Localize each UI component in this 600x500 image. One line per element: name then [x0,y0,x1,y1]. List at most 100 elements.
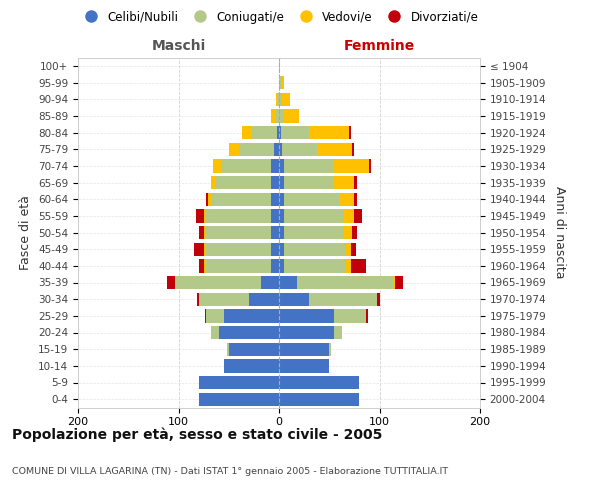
Bar [167,276,175,289]
Bar [279,59,280,72]
Y-axis label: Anni di nascita: Anni di nascita [553,186,566,279]
Bar [279,109,284,122]
Bar [271,159,279,172]
Bar [199,392,279,406]
Bar [239,142,274,156]
Bar [340,192,355,206]
Bar [211,192,271,206]
Bar [206,309,224,322]
Bar [274,142,279,156]
Bar [203,209,206,222]
Bar [261,276,279,289]
Text: Maschi: Maschi [151,38,206,52]
Bar [196,209,203,222]
Bar [224,309,279,322]
Bar [377,292,380,306]
Bar [279,226,284,239]
Bar [271,109,276,122]
Bar [279,359,329,372]
Bar [284,226,344,239]
Bar [277,126,279,139]
Bar [279,209,284,222]
Bar [279,276,297,289]
Bar [221,159,271,172]
Bar [218,326,279,339]
Bar [276,92,278,106]
Text: COMUNE DI VILLA LAGARINA (TN) - Dati ISTAT 1° gennaio 2005 - Elaborazione TUTTIT: COMUNE DI VILLA LAGARINA (TN) - Dati IST… [12,468,448,476]
Bar [334,309,367,322]
Bar [279,242,284,256]
Text: Popolazione per età, sesso e stato civile - 2005: Popolazione per età, sesso e stato civil… [12,428,382,442]
Bar [271,209,279,222]
Bar [227,342,229,356]
Bar [279,326,334,339]
Bar [215,176,271,189]
Bar [279,126,281,139]
Bar [370,159,371,172]
Bar [284,192,340,206]
Bar [281,126,309,139]
Bar [271,176,279,189]
Bar [395,276,403,289]
Bar [212,159,221,172]
Bar [349,126,352,139]
Bar [278,92,279,106]
Bar [208,192,211,206]
Bar [203,226,206,239]
Bar [279,159,284,172]
Bar [284,242,346,256]
Bar [279,342,329,356]
Bar [309,126,349,139]
Y-axis label: Fasce di età: Fasce di età [19,195,32,270]
Bar [203,242,206,256]
Bar [271,192,279,206]
Bar [279,76,281,89]
Bar [199,259,203,272]
Bar [352,142,355,156]
Bar [279,376,359,389]
Bar [271,242,279,256]
Bar [284,176,334,189]
Bar [334,176,355,189]
Bar [279,176,284,189]
Bar [282,142,317,156]
Bar [199,292,249,306]
Bar [355,209,362,222]
Bar [352,226,358,239]
Bar [329,342,331,356]
Bar [199,376,279,389]
Bar [317,142,352,156]
Bar [279,309,334,322]
Bar [279,392,359,406]
Bar [352,259,367,272]
Bar [344,209,355,222]
Bar [355,176,358,189]
Bar [206,242,271,256]
Bar [271,226,279,239]
Bar [352,242,356,256]
Bar [309,292,377,306]
Bar [203,259,206,272]
Bar [205,309,206,322]
Bar [284,209,344,222]
Bar [284,109,299,122]
Bar [252,126,277,139]
Bar [344,226,352,239]
Bar [242,126,252,139]
Legend: Celibi/Nubili, Coniugati/e, Vedovi/e, Divorziati/e: Celibi/Nubili, Coniugati/e, Vedovi/e, Di… [75,6,483,28]
Bar [211,176,215,189]
Bar [284,159,334,172]
Bar [206,226,271,239]
Bar [334,159,370,172]
Bar [284,259,346,272]
Bar [346,259,352,272]
Bar [206,259,271,272]
Bar [194,242,203,256]
Bar [271,259,279,272]
Bar [279,92,282,106]
Bar [276,109,279,122]
Bar [279,292,309,306]
Bar [199,226,203,239]
Bar [392,276,395,289]
Bar [282,92,290,106]
